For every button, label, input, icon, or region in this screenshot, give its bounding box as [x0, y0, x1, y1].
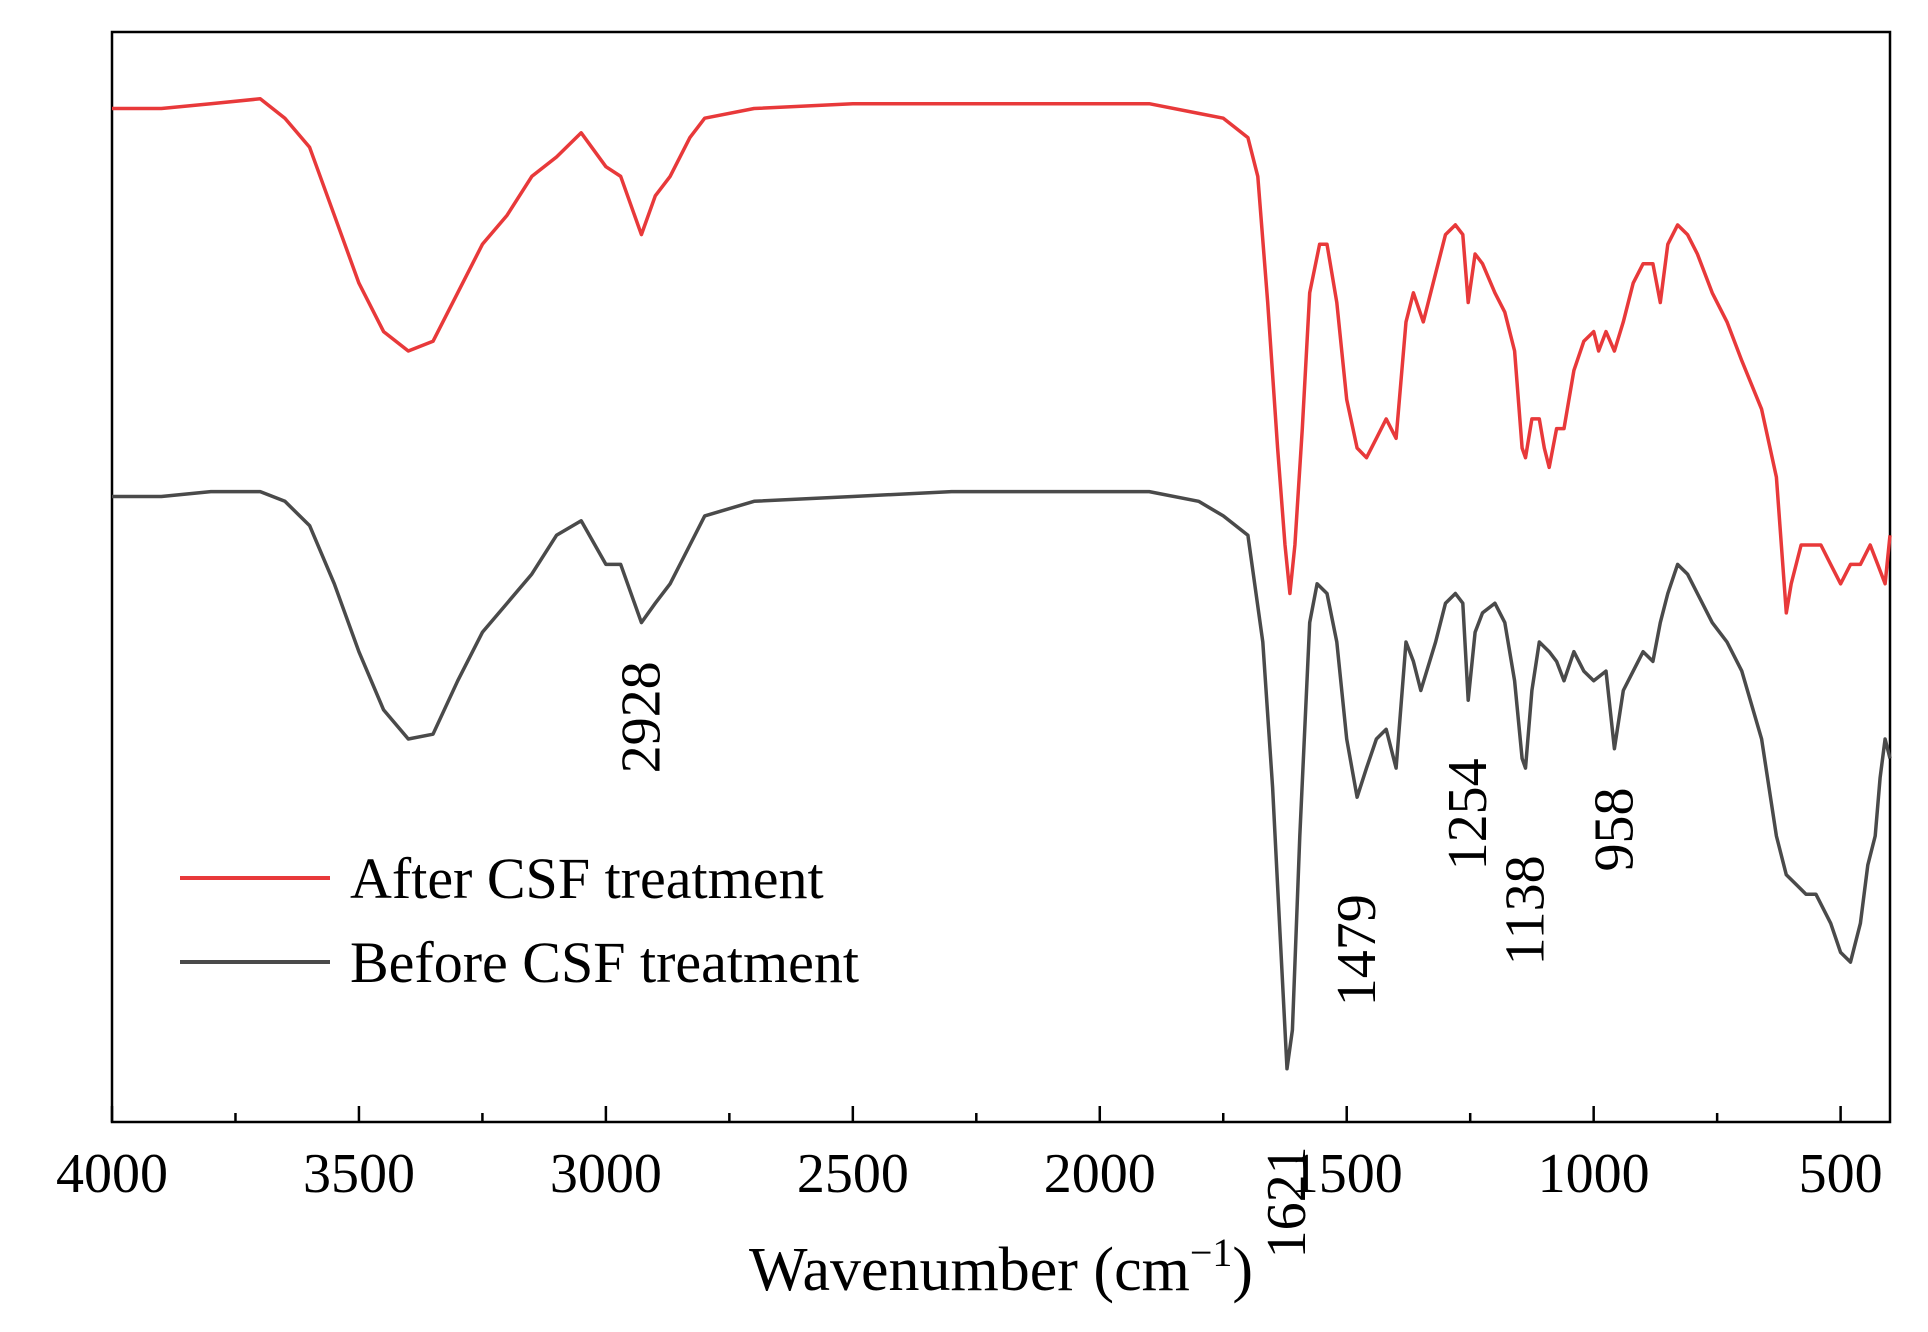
peak-label: 1254	[1437, 758, 1499, 870]
legend: After CSF treatment Before CSF treatment	[180, 846, 859, 995]
peak-label: 1621	[1256, 1146, 1318, 1258]
x-axis-title-superscript: −1	[1190, 1230, 1233, 1275]
x-axis-tick-labels: 4000 3500 3000 2500 2000 1500 1000 500	[56, 1143, 1883, 1205]
x-tick-label: 2000	[1044, 1143, 1156, 1205]
series-line-before	[112, 489, 1892, 1071]
x-tick-label: 3000	[550, 1143, 662, 1205]
x-axis-ticks	[110, 1106, 1842, 1122]
legend-label-before: Before CSF treatment	[350, 930, 859, 995]
x-tick-label: 4000	[56, 1143, 168, 1205]
peak-label: 958	[1583, 788, 1645, 872]
x-tick-label: 3500	[303, 1143, 415, 1205]
peak-label: 1138	[1495, 855, 1557, 965]
x-tick-label: 500	[1799, 1143, 1883, 1205]
series-line-after	[112, 97, 1892, 615]
peak-label: 1479	[1326, 894, 1388, 1006]
x-tick-label: 2500	[797, 1143, 909, 1205]
series-layer	[112, 97, 1892, 1071]
x-tick-label: 1000	[1538, 1143, 1650, 1205]
x-axis-title: Wavenumber (cm−1)	[749, 1230, 1253, 1304]
x-tick-label: 1500	[1291, 1143, 1403, 1205]
legend-label-after: After CSF treatment	[350, 846, 824, 911]
peak-label: 2928	[610, 661, 672, 773]
plot-frame	[110, 30, 1892, 1124]
